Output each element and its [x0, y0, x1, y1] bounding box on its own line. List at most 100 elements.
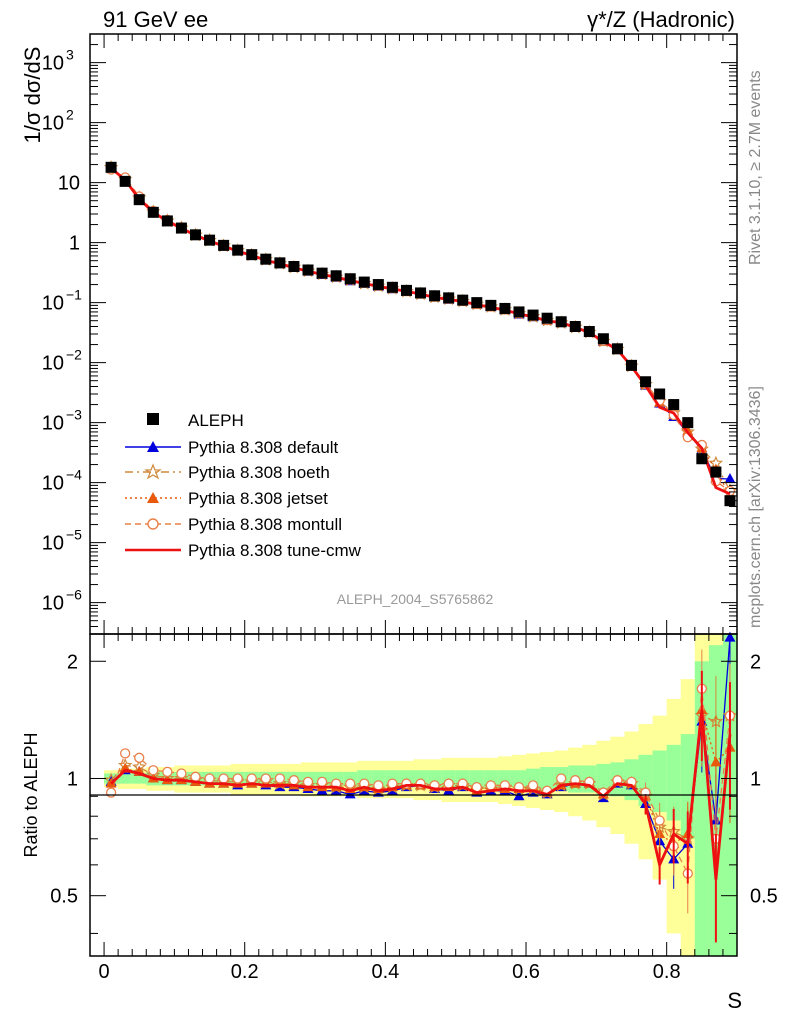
ratio-marker-pythia-8-308-montull	[302, 776, 314, 788]
y-tick-label-top: 10	[42, 533, 64, 555]
inner-band-bin	[666, 744, 682, 821]
ratio-line-pythia-8-308-tune-cmw	[110, 709, 732, 880]
aleph-point	[541, 312, 553, 324]
ratio-marker-pythia-8-308-montull	[134, 752, 145, 763]
aleph-point	[457, 294, 469, 306]
y-axis-label-bottom: Ratio to ALEPH	[21, 732, 41, 857]
inner-band-bin	[652, 750, 668, 813]
inner-band-bin	[469, 770, 485, 788]
x-tick-label: 0.2	[231, 961, 259, 983]
aleph-point	[358, 276, 370, 288]
legend-label-default: Pythia 8.308 default	[188, 438, 339, 457]
y-tick-exponent-top: −5	[66, 527, 82, 543]
ratio-marker-pythia-8-308-montull	[485, 780, 497, 791]
ratio-tick-label-right: 2	[750, 651, 761, 673]
aleph-point	[316, 267, 328, 279]
y-tick-label-top: 10	[42, 113, 64, 135]
ratio-marker-pythia-8-308-montull	[120, 748, 131, 759]
ratio-tick-label-left: 0.5	[50, 886, 78, 908]
y-tick-label-top: 10	[42, 473, 64, 495]
aleph-point	[443, 292, 455, 304]
aleph-point	[597, 333, 609, 345]
ratio-marker-pythia-8-308-montull	[373, 780, 384, 791]
x-tick-label: 0.6	[512, 961, 540, 983]
aleph-point	[611, 343, 623, 355]
legend-label-aleph: ALEPH	[188, 411, 244, 430]
inner-band-bin	[596, 763, 611, 795]
x-axis-label: S	[727, 988, 742, 1013]
x-tick-label: 0.8	[653, 961, 681, 983]
x-tick-label: 0	[99, 961, 110, 983]
aleph-point	[274, 257, 286, 269]
legend-label-montull: Pythia 8.308 montull	[188, 515, 342, 534]
ratio-marker-pythia-8-308-montull	[260, 773, 271, 784]
ratio-tick-label-right: 1	[750, 768, 761, 790]
ratio-marker-pythia-8-308-montull	[218, 773, 229, 784]
y-tick-exponent-top: −1	[66, 287, 82, 303]
aleph-point	[668, 399, 680, 411]
aleph-point	[471, 297, 483, 309]
legend-label-tune-cmw: Pythia 8.308 tune-cmw	[188, 541, 362, 560]
y-tick-label-top: 1	[69, 233, 80, 255]
ratio-marker-pythia-8-308-montull	[204, 773, 215, 784]
aleph-point	[232, 244, 244, 256]
y-tick-exponent-top: −6	[66, 587, 82, 603]
aleph-point	[105, 161, 117, 173]
ratio-marker-pythia-8-308-montull	[246, 773, 257, 784]
aleph-point	[513, 306, 525, 318]
aleph-point	[246, 249, 258, 261]
ratio-marker-pythia-8-308-montull	[176, 768, 187, 779]
legend-marker-jetset	[147, 492, 159, 503]
inner-band-bin	[132, 773, 147, 784]
rivet-version-label: Rivet 3.1.10, ≥ 2.7M events	[747, 70, 764, 265]
ratio-marker-pythia-8-308-montull	[105, 787, 117, 798]
aleph-point	[260, 253, 272, 265]
header-left: 91 GeV ee	[103, 7, 208, 32]
aleph-point	[330, 270, 342, 282]
y-tick-label-top: 10	[42, 353, 64, 375]
aleph-point	[527, 309, 539, 321]
y-tick-label-top: 10	[42, 53, 64, 75]
ratio-marker-pythia-8-308-montull	[148, 765, 159, 776]
aleph-point	[302, 264, 314, 276]
axes-ticks: 0 0.2 0.4 0.6 0.810 310 210110−110−210−310−410…	[42, 34, 778, 983]
legend-marker-hoeth	[144, 463, 162, 480]
aleph-point	[344, 273, 356, 285]
aleph-point	[288, 261, 300, 273]
aleph-point	[133, 194, 145, 206]
aleph-point	[710, 466, 722, 478]
y-tick-label-top: 10	[42, 413, 64, 435]
mcplots-label: mcplots.cern.ch [arXiv:1306.3436]	[747, 386, 764, 628]
ratio-marker-pythia-8-308-montull	[232, 773, 243, 784]
legend-marker-montull	[147, 518, 159, 530]
ratio-marker-pythia-8-308-montull	[443, 778, 454, 789]
legend-label-hoeth: Pythia 8.308 hoeth	[188, 463, 330, 482]
aleph-point	[400, 284, 412, 296]
ratio-marker-pythia-8-308-montull	[556, 773, 567, 784]
y-tick-exponent-top: −3	[66, 407, 82, 423]
ratio-marker-pythia-8-308-montull	[162, 766, 173, 777]
aleph-point	[147, 206, 159, 218]
aleph-point	[654, 388, 666, 400]
ratio-marker-pythia-8-308-default	[724, 631, 736, 642]
aleph-point	[386, 281, 398, 293]
y-tick-exponent-top: 2	[66, 107, 74, 123]
aleph-point	[583, 326, 595, 338]
aleph-point	[218, 239, 230, 251]
aleph-point	[161, 215, 173, 227]
ratio-marker-pythia-8-308-montull	[316, 776, 328, 788]
legend-marker-default	[147, 441, 159, 452]
aleph-point	[499, 302, 511, 314]
aleph-point	[569, 321, 581, 333]
aleph-point	[415, 287, 427, 299]
ratio-tick-label-right: 0.5	[750, 886, 778, 908]
y-tick-exponent-top: −2	[66, 347, 82, 363]
aleph-point	[189, 229, 201, 241]
ratio-marker-pythia-8-308-montull	[654, 815, 665, 826]
y-axis-label-top: 1/σ dσ/dS	[20, 47, 45, 144]
analysis-id-label: ALEPH_2004_S5765862	[337, 591, 494, 607]
ratio-marker-pythia-8-308-montull	[288, 775, 300, 786]
ratio-marker-pythia-8-308-montull	[190, 771, 201, 782]
y-tick-exponent-top: 3	[66, 47, 74, 63]
